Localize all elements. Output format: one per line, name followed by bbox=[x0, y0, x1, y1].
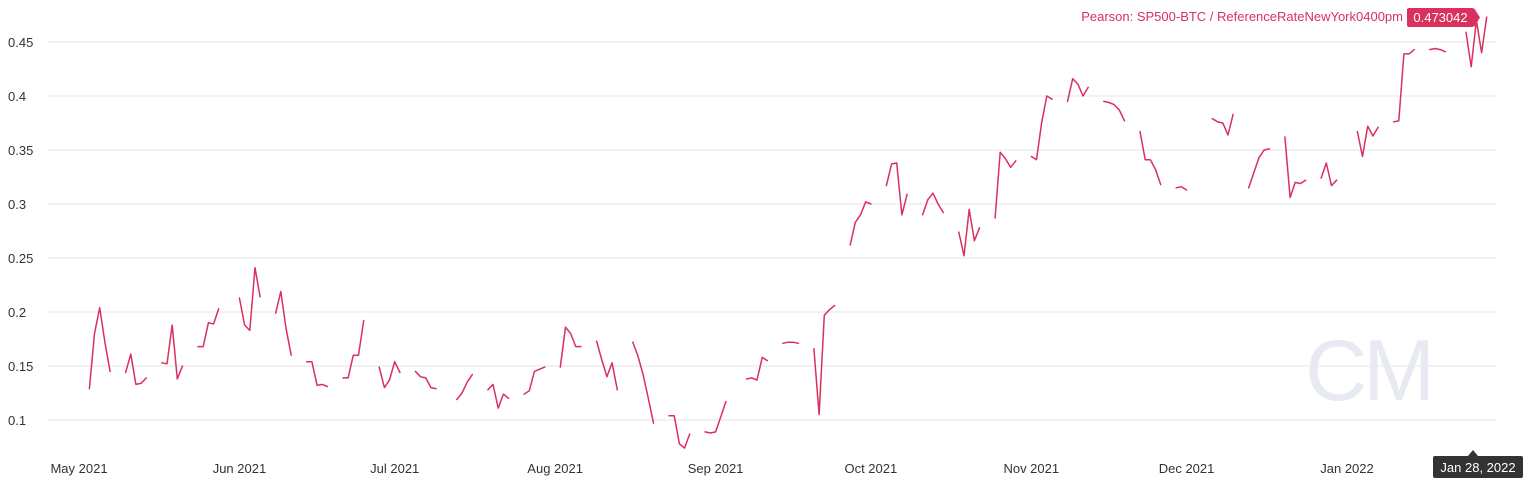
y-tick-label: 0.1 bbox=[8, 413, 26, 428]
series-line-segment[interactable] bbox=[523, 366, 546, 395]
series-line-segment[interactable] bbox=[274, 290, 292, 356]
x-tick-label: Aug 2021 bbox=[527, 461, 583, 476]
crosshair-date-text: Jan 28, 2022 bbox=[1440, 460, 1515, 475]
x-tick-label: Sep 2021 bbox=[688, 461, 744, 476]
series-line-segment[interactable] bbox=[238, 266, 261, 332]
y-tick-label: 0.15 bbox=[8, 359, 33, 374]
series-line-segment[interactable] bbox=[456, 373, 474, 401]
series-pearson[interactable] bbox=[88, 16, 1488, 449]
y-tick-label: 0.3 bbox=[8, 197, 26, 212]
series-line-segment[interactable] bbox=[1247, 148, 1271, 189]
series-line-segment[interactable] bbox=[378, 360, 401, 389]
series-line-segment[interactable] bbox=[1356, 125, 1379, 158]
y-tick-label: 0.2 bbox=[8, 305, 26, 320]
y-tick-label: 0.4 bbox=[8, 89, 26, 104]
series-line-segment[interactable] bbox=[559, 326, 582, 368]
watermark-text: CM bbox=[1305, 323, 1431, 419]
series-line-segment[interactable] bbox=[1392, 48, 1416, 123]
series-line-segment[interactable] bbox=[1320, 162, 1338, 187]
x-tick-label: Dec 2021 bbox=[1159, 461, 1215, 476]
current-value-badge: 0.473042 bbox=[1407, 8, 1480, 27]
series-line-segment[interactable] bbox=[632, 341, 655, 424]
x-tick-label: May 2021 bbox=[50, 461, 107, 476]
crosshair-date-bg bbox=[1433, 456, 1523, 478]
current-value-badge-bg bbox=[1407, 8, 1474, 27]
x-tick-label: Jan 2022 bbox=[1320, 461, 1374, 476]
legend-series-name: Pearson: SP500-BTC / ReferenceRateNewYor… bbox=[1081, 9, 1403, 24]
x-tick-label: Oct 2021 bbox=[844, 461, 897, 476]
y-tick-label: 0.45 bbox=[8, 35, 33, 50]
series-line-segment[interactable] bbox=[197, 308, 220, 348]
series-line-segment[interactable] bbox=[161, 324, 184, 380]
series-line-segment[interactable] bbox=[668, 414, 691, 449]
series-line-segment[interactable] bbox=[124, 353, 148, 386]
series-line-segment[interactable] bbox=[1211, 113, 1234, 136]
x-axis: May 2021 Jun 2021 Jul 2021 Aug 2021 Sep 2021… bbox=[50, 461, 1373, 476]
series-line-segment[interactable] bbox=[1429, 47, 1447, 53]
series-line-segment[interactable] bbox=[921, 192, 945, 216]
series-line-segment[interactable] bbox=[487, 383, 510, 409]
series-line-segment[interactable] bbox=[305, 360, 329, 388]
series-line-segment[interactable] bbox=[813, 304, 836, 416]
series-line-segment[interactable] bbox=[745, 356, 769, 381]
crosshair-date-badge: Jan 28, 2022 bbox=[1433, 450, 1523, 478]
series-line-segment[interactable] bbox=[1066, 77, 1089, 103]
series-line-segment[interactable] bbox=[1139, 130, 1162, 186]
series-line-segment[interactable] bbox=[1175, 185, 1188, 191]
x-tick-label: Nov 2021 bbox=[1003, 461, 1059, 476]
series-line-segment[interactable] bbox=[1103, 100, 1126, 122]
watermark-logo: CM bbox=[1305, 323, 1435, 419]
y-tick-label: 0.35 bbox=[8, 143, 33, 158]
series-line-segment[interactable] bbox=[704, 400, 727, 434]
gridlines bbox=[47, 41, 1496, 421]
series-line-segment[interactable] bbox=[342, 319, 365, 379]
series-line-segment[interactable] bbox=[782, 341, 800, 345]
series-line-segment[interactable] bbox=[849, 201, 872, 246]
series-line-segment[interactable] bbox=[994, 151, 1017, 219]
x-tick-label: Jun 2021 bbox=[213, 461, 267, 476]
series-line-segment[interactable] bbox=[414, 370, 437, 390]
series-line-segment[interactable] bbox=[885, 162, 908, 216]
y-axis: 0.1 0.15 0.2 0.25 0.3 0.35 0.4 0.45 bbox=[8, 35, 33, 428]
y-tick-label: 0.25 bbox=[8, 251, 33, 266]
series-line-segment[interactable] bbox=[595, 340, 619, 391]
current-value-badge-pointer bbox=[1474, 8, 1480, 27]
series-line-segment[interactable] bbox=[88, 306, 111, 390]
series-line-segment[interactable] bbox=[1284, 136, 1307, 199]
x-tick-label: Jul 2021 bbox=[370, 461, 419, 476]
current-value-badge-text: 0.473042 bbox=[1413, 10, 1467, 25]
series-line-segment[interactable] bbox=[1030, 95, 1053, 161]
crosshair-date-pointer bbox=[1468, 450, 1478, 456]
legend: Pearson: SP500-BTC / ReferenceRateNewYor… bbox=[1081, 8, 1480, 27]
series-line-segment[interactable] bbox=[958, 208, 981, 257]
